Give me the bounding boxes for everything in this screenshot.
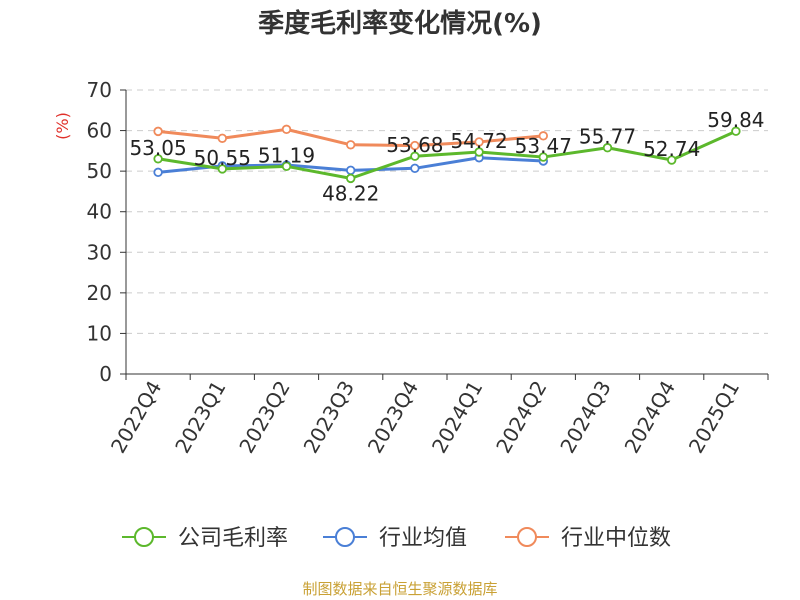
point-0-2022Q4 [153, 154, 163, 164]
y-tick-label-30: 30 [87, 240, 112, 264]
legend-marker-0 [134, 527, 154, 547]
legend-marker-2 [517, 527, 537, 547]
point-0-2023Q2 [281, 161, 292, 172]
point-2-2023Q1 [217, 133, 227, 143]
series-line-0 [157, 129, 737, 180]
point-2-2022Q4 [153, 126, 163, 137]
legend-item-2: 行业中位数 [505, 526, 671, 551]
point-0-2024Q3 [602, 143, 613, 153]
data-label-2024Q4: 52.74 [643, 137, 700, 161]
x-tick-label-2023Q3: 2023Q3 [299, 377, 359, 458]
legend-label-1: 行业均值 [379, 526, 467, 551]
legend-marker-1 [335, 527, 355, 547]
data-label-2025Q1: 59.84 [707, 108, 764, 132]
grid-lines [126, 89, 768, 334]
point-0-2023Q3 [346, 173, 356, 184]
x-tick-label-2023Q4: 2023Q4 [363, 377, 423, 458]
x-tick-label-2024Q2: 2024Q2 [491, 377, 551, 458]
data-label-2022Q4: 53.05 [129, 136, 186, 160]
source-note: 制图数据来自恒生聚源数据库 [302, 580, 497, 598]
y-tick-label-0: 0 [99, 362, 112, 386]
y-tick-label-40: 40 [87, 200, 112, 224]
point-0-2023Q1 [217, 164, 227, 174]
x-tick-label-2024Q4: 2024Q4 [620, 377, 680, 458]
point-1-2022Q4 [153, 167, 163, 178]
chart-title: 季度毛利率变化情况(%) [258, 8, 542, 39]
data-label-2024Q3: 55.77 [579, 125, 636, 149]
legend-label-0: 公司毛利率 [178, 526, 288, 551]
legend-label-2: 行业中位数 [561, 526, 671, 551]
legend-item-1: 行业均值 [323, 526, 467, 551]
legend-item-0: 公司毛利率 [122, 526, 288, 551]
x-tick-label-2023Q1: 2023Q1 [170, 377, 230, 458]
data-label-2023Q1: 50.55 [194, 146, 251, 170]
y-tick-label-60: 60 [87, 119, 112, 143]
x-tick-label-2023Q2: 2023Q2 [234, 377, 294, 458]
point-1-2023Q3 [346, 165, 356, 176]
point-2-2023Q3 [346, 140, 356, 150]
legend: 公司毛利率 行业均值 行业中位数 [122, 526, 671, 551]
series-0 [153, 126, 741, 184]
point-0-2024Q2 [538, 152, 548, 162]
point-2-2023Q2 [281, 124, 292, 135]
point-0-2023Q4 [410, 151, 420, 161]
data-label-2023Q4: 53.68 [386, 133, 443, 157]
point-0-2025Q1 [731, 126, 741, 136]
x-tick-label-2022Q4: 2022Q4 [106, 377, 166, 458]
y-tick-label-50: 50 [87, 159, 112, 183]
data-label-2023Q2: 51.19 [258, 143, 315, 167]
data-labels: 53.05 50.55 51.19 48.22 53.68 54.72 53.47 55.77… [129, 108, 764, 205]
point-2-2023Q4 [410, 140, 420, 151]
point-0-2024Q4 [667, 155, 677, 165]
point-2-2024Q1 [474, 137, 484, 147]
point-2-2024Q2 [538, 131, 548, 141]
data-label-2023Q3: 48.22 [322, 181, 379, 205]
y-tick-label-20: 20 [87, 281, 112, 305]
y-tick-label-70: 70 [87, 78, 112, 102]
y-tick-label-10: 10 [87, 321, 112, 345]
data-label-2024Q2: 53.47 [515, 134, 572, 158]
series-2 [153, 124, 548, 151]
series-layer [153, 124, 741, 184]
y-axis-label: (%) [53, 112, 72, 140]
point-0-2024Q1 [474, 147, 484, 157]
x-tick-label-2025Q1: 2025Q1 [684, 377, 744, 458]
data-label-2024Q1: 54.72 [450, 129, 507, 153]
point-1-2023Q4 [410, 163, 420, 174]
x-tick-label-2024Q3: 2024Q3 [555, 377, 615, 458]
x-tick-label-2024Q1: 2024Q1 [427, 376, 487, 457]
